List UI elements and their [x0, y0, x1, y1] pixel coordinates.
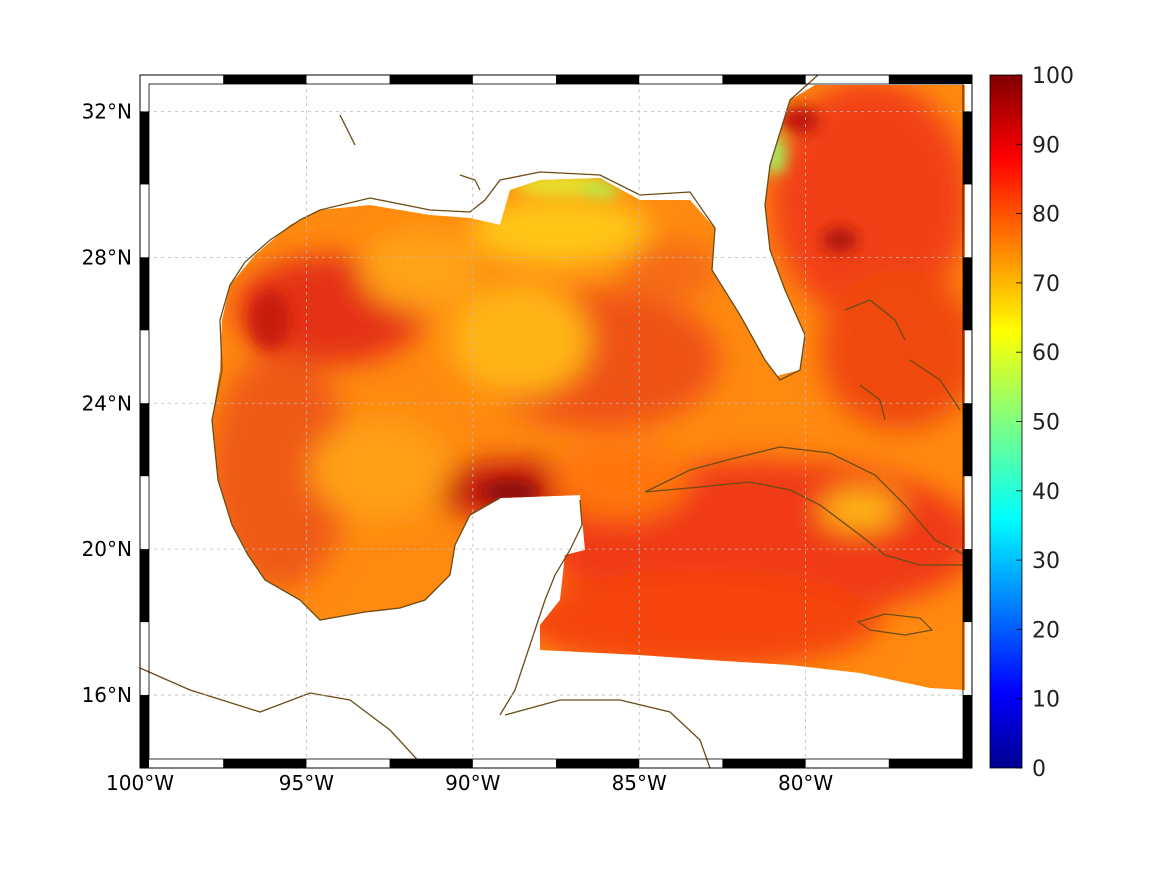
- frame-left-segment: [140, 549, 149, 623]
- colorbar-tick-label-7: 70: [1032, 272, 1060, 297]
- frame-right-segment: [963, 695, 972, 768]
- frame-top-segment: [888, 75, 972, 84]
- x-tick-label-0: 100°W: [106, 771, 174, 795]
- colorbar-tick-label-8: 80: [1032, 203, 1060, 228]
- pacific-coastline: [139, 667, 426, 769]
- colorbar-tick-label-1: 10: [1032, 688, 1060, 713]
- colorbar-tick-label-4: 40: [1032, 480, 1060, 505]
- frame-right-segment: [963, 549, 972, 623]
- andros-coastline: [859, 384, 886, 421]
- inland-lake-coastline: [339, 114, 356, 146]
- x-tick-label-3: 85°W: [612, 771, 667, 795]
- y-tick-label-0: 32°N: [82, 99, 132, 123]
- frame-right-segment: [963, 403, 972, 477]
- frame-top-segment: [722, 75, 806, 84]
- longitude-tick-labels: 100°W 95°W 90°W 85°W 80°W: [106, 771, 833, 795]
- frame-top-segment: [556, 75, 640, 84]
- yucatan-east-coastline: [499, 499, 583, 716]
- colorbar-tick-label-3: 30: [1032, 549, 1060, 574]
- map-frame: [139, 74, 973, 769]
- colorbar-tick-labels: 0 10 20 30 40 50 60 70 80 90 100: [1016, 64, 1074, 782]
- frame-left-segment: [140, 257, 149, 331]
- mexico-coastline: [211, 209, 501, 621]
- frame-top-segment: [223, 75, 307, 84]
- frame-right-segment: [963, 257, 972, 331]
- frame-bottom-segment: [389, 759, 473, 768]
- latitude-tick-labels: 32°N 28°N 24°N 20°N 16°N: [82, 99, 132, 707]
- frame-top-segment: [389, 75, 473, 84]
- y-tick-label-4: 16°N: [82, 683, 132, 707]
- map-grid: [140, 75, 972, 768]
- bahamas-coastline: [844, 299, 906, 341]
- ocean-field: [212, 85, 966, 690]
- frame-bottom-segment: [722, 759, 806, 768]
- eleuthera-coastline: [909, 359, 961, 411]
- colorbar-tick-label-0: 0: [1032, 757, 1046, 782]
- frame-left-segment: [140, 695, 149, 768]
- x-tick-label-2: 90°W: [445, 771, 500, 795]
- frame-left-segment: [140, 403, 149, 477]
- frame-bottom-segment: [888, 759, 972, 768]
- colorbar-tick-label-6: 60: [1032, 341, 1060, 366]
- lake-pontchartrain-coastline: [459, 174, 481, 191]
- x-tick-label-1: 95°W: [279, 771, 334, 795]
- jamaica-coastline: [856, 613, 934, 636]
- colorbar-tick-label-2: 20: [1032, 618, 1060, 643]
- frame-bottom-segment: [223, 759, 307, 768]
- colorbar-tick-label-9: 90: [1032, 133, 1060, 158]
- frame-right-segment: [963, 111, 972, 185]
- y-tick-label-1: 28°N: [82, 245, 132, 269]
- colorbar-tick-label-10: 100: [1032, 64, 1074, 89]
- coastlines: [139, 74, 961, 769]
- y-tick-label-2: 24°N: [82, 391, 132, 415]
- x-tick-label-4: 80°W: [778, 771, 833, 795]
- us-coastline: [319, 74, 819, 381]
- colorbar-tick-label-5: 50: [1032, 411, 1060, 436]
- y-tick-label-3: 20°N: [82, 537, 132, 561]
- frame-bottom-segment: [556, 759, 640, 768]
- colorbar: 0 10 20 30 40 50 60 70 80 90 100: [989, 64, 1074, 782]
- honduras-coastline: [504, 699, 711, 769]
- frame-left-segment: [140, 111, 149, 185]
